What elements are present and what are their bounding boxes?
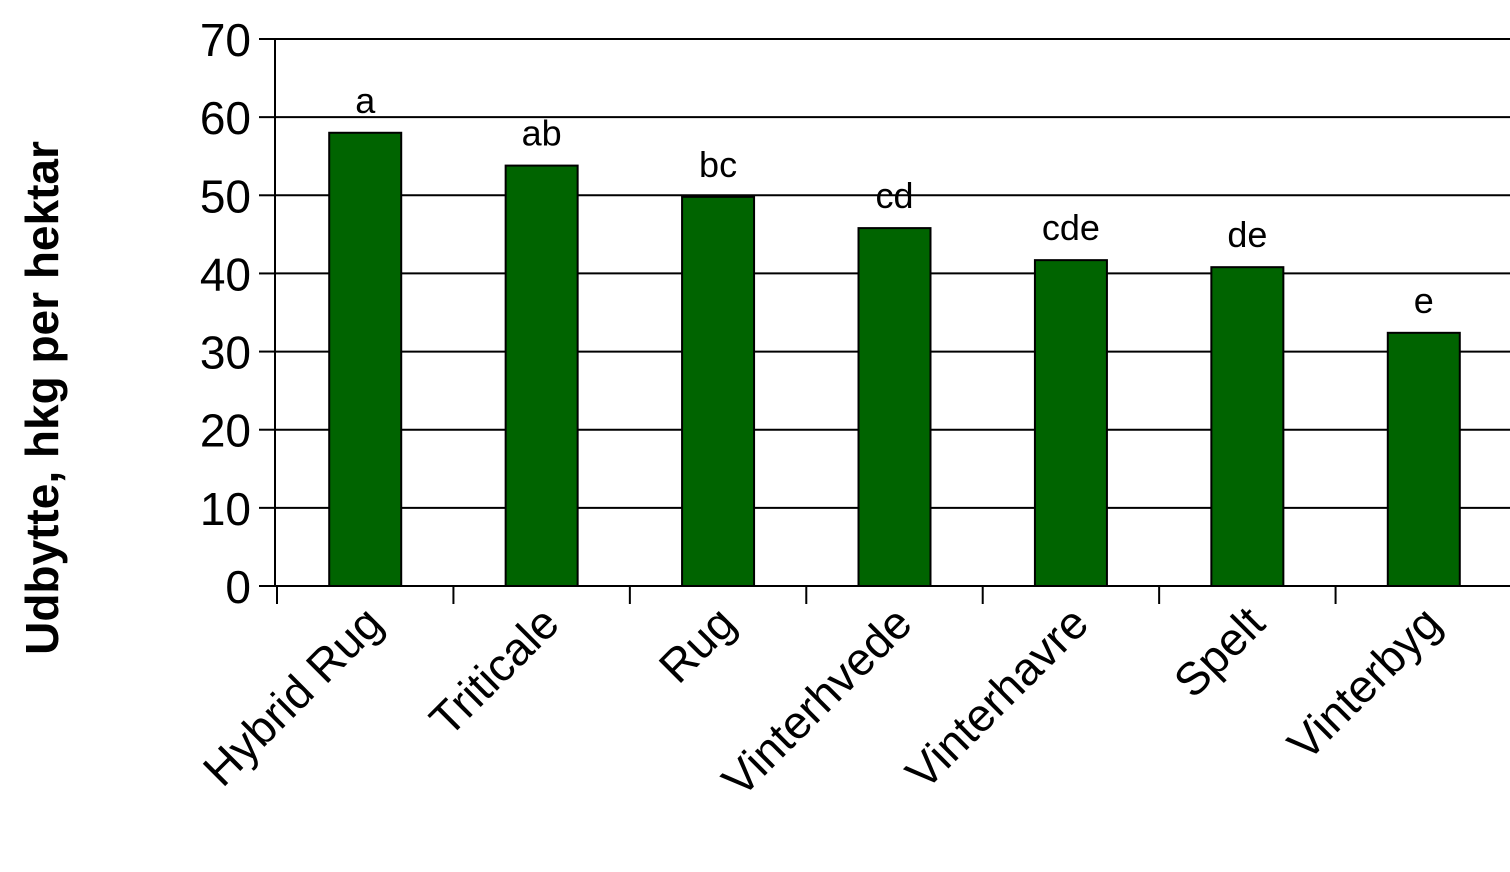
bar — [681, 195, 756, 587]
bar — [1033, 259, 1108, 587]
bar-labels: a ab bc cd cde de e — [355, 80, 1434, 321]
y-axis-label: Udbytte, hkg per hektar — [16, 141, 68, 655]
y-tick-labels: 0 10 20 30 40 50 60 70 — [200, 14, 251, 613]
y-tick-label: 30 — [200, 327, 251, 379]
bar-label: cd — [875, 175, 913, 216]
x-tick-label: Rug — [649, 596, 745, 692]
bar — [328, 131, 403, 587]
bar — [857, 227, 932, 587]
bar-label: ab — [522, 113, 562, 154]
bar-label: e — [1414, 280, 1434, 321]
x-tick-label: Spelt — [1164, 596, 1275, 707]
y-tick-label: 10 — [200, 483, 251, 535]
x-tick-label: Triticale — [419, 596, 568, 745]
bar-label: de — [1227, 214, 1267, 255]
bar-label: bc — [699, 144, 737, 185]
y-tick-label: 50 — [200, 170, 251, 222]
y-tick-label: 0 — [225, 561, 251, 613]
bar — [1386, 331, 1461, 587]
x-tick-label: Hybrid Rug — [193, 596, 392, 795]
y-tick-label: 40 — [200, 248, 251, 300]
bar — [504, 164, 579, 587]
x-tick-label: Vinterhvede — [712, 596, 922, 806]
bar-label: cde — [1042, 207, 1100, 248]
y-tick-label: 70 — [200, 14, 251, 66]
y-tick-label: 20 — [200, 405, 251, 457]
x-tick-label: Vinterhavre — [895, 596, 1098, 799]
x-tick-label: Vinterbyg — [1277, 596, 1451, 770]
bars — [328, 131, 1461, 587]
x-tick-labels: Hybrid Rug Triticale RugVinterhvedeVinterh… — [193, 596, 1451, 806]
bar — [1210, 266, 1285, 587]
bar-label: a — [355, 80, 376, 121]
y-tick-label: 60 — [200, 92, 251, 144]
axes — [259, 38, 1510, 604]
